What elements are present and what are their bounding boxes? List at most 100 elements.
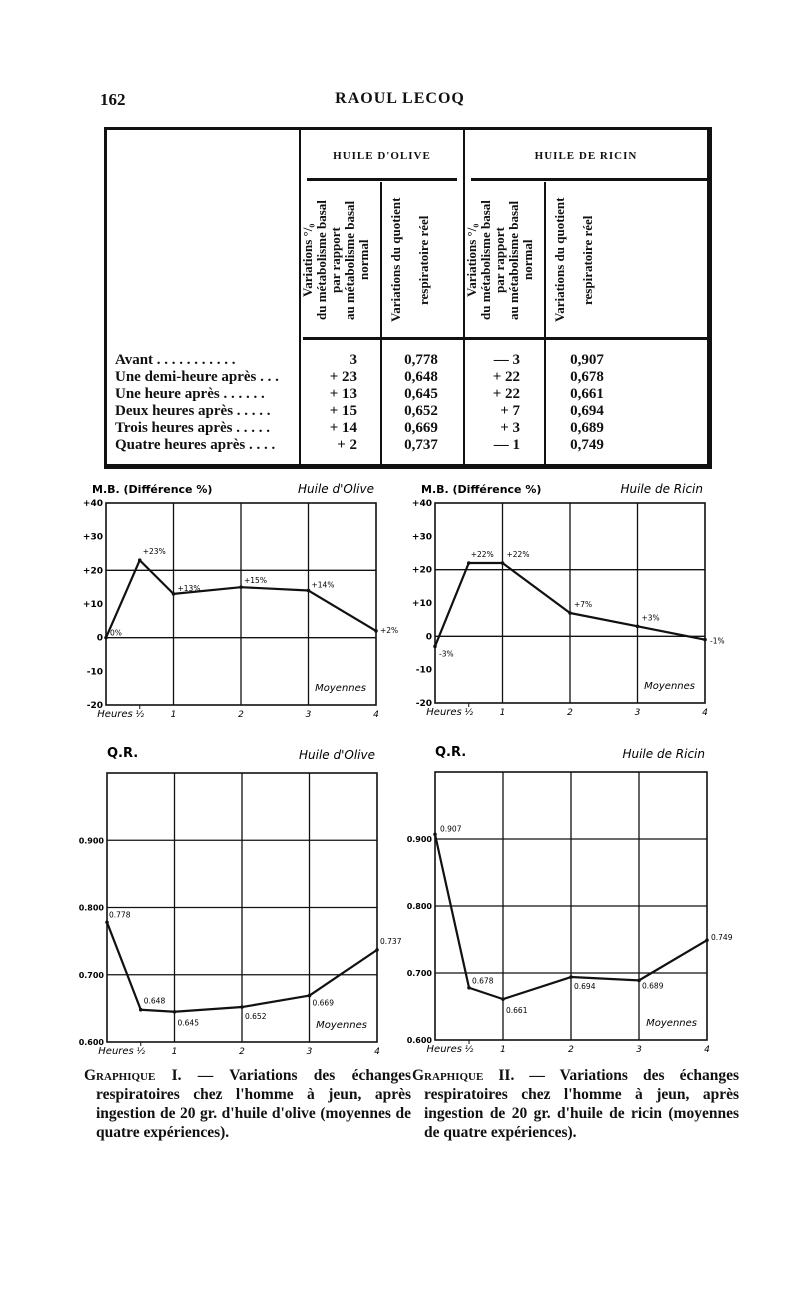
x-tick-label: ½ bbox=[135, 710, 144, 720]
data-label: +3% bbox=[642, 613, 660, 622]
y-tick-label: 0.800 bbox=[79, 904, 105, 913]
x-axis-label: Heures bbox=[98, 1046, 133, 1057]
running-head: RAOUL LECOQ bbox=[335, 90, 465, 107]
y-tick-label: 0.600 bbox=[79, 1038, 105, 1047]
data-point bbox=[500, 561, 505, 565]
data-label: +7% bbox=[574, 600, 592, 609]
column-divider bbox=[544, 182, 546, 464]
y-tick-label: -10 bbox=[416, 666, 432, 676]
table-cell: + 2 bbox=[337, 437, 357, 453]
series-line bbox=[104, 559, 377, 639]
table-cell: + 23 bbox=[329, 369, 357, 385]
y-tick-label: 0.800 bbox=[407, 902, 433, 911]
y-tick-label: +10 bbox=[83, 600, 103, 610]
data-label: 0.645 bbox=[178, 1019, 200, 1028]
data-point bbox=[569, 975, 573, 979]
row-label: Avant . . . . . . . . . . . bbox=[115, 352, 236, 368]
x-tick-label: 2 bbox=[238, 710, 244, 720]
x-tick-label: ½ bbox=[136, 1047, 145, 1057]
series-line bbox=[433, 834, 708, 1001]
header-rule bbox=[307, 178, 457, 181]
table-cell: 0,694 bbox=[570, 403, 604, 419]
table-cell: 0,689 bbox=[570, 420, 604, 436]
chart-title: M.B. (Différence %) bbox=[421, 483, 541, 496]
x-tick-label: 3 bbox=[307, 1047, 313, 1057]
x-tick-label: 3 bbox=[636, 1045, 642, 1055]
row-label: Quatre heures après . . . . bbox=[115, 437, 276, 453]
column-divider bbox=[299, 130, 301, 464]
y-tick-label: -10 bbox=[87, 667, 103, 677]
caption-graphique-1: Graphique I. — Variations des échanges r… bbox=[84, 1066, 411, 1142]
data-label: +22% bbox=[507, 550, 530, 559]
data-point bbox=[375, 948, 379, 952]
data-point bbox=[433, 644, 437, 649]
series-line bbox=[105, 921, 378, 1013]
annotation-moyennes: Moyennes bbox=[315, 683, 366, 694]
data-label: -1% bbox=[710, 637, 725, 646]
annotation-moyennes: Moyennes bbox=[644, 681, 695, 692]
table-cell: 0,737 bbox=[404, 437, 438, 453]
chart-subtitle: Huile d'Olive bbox=[298, 482, 374, 496]
data-label: +15% bbox=[244, 576, 267, 585]
data-point bbox=[705, 938, 709, 942]
data-point bbox=[172, 1009, 177, 1014]
table-cell: 0,749 bbox=[570, 437, 604, 453]
chart-title: Q.R. bbox=[435, 745, 466, 760]
x-tick-label: 2 bbox=[239, 1047, 245, 1057]
annotation-moyennes: Moyennes bbox=[646, 1018, 697, 1029]
data-label: 0.648 bbox=[144, 997, 166, 1006]
y-tick-label: +20 bbox=[412, 566, 432, 576]
caption-graphique-2: Graphique II. — Variations des échanges … bbox=[412, 1066, 739, 1142]
data-label: 0.689 bbox=[642, 981, 664, 990]
table-cell: 0,907 bbox=[570, 352, 604, 368]
header-rule bbox=[471, 178, 707, 181]
data-point bbox=[240, 1005, 244, 1009]
y-tick-label: +40 bbox=[412, 499, 432, 509]
table-cell: 0,661 bbox=[570, 386, 604, 402]
y-tick-label: -20 bbox=[416, 699, 432, 709]
data-point bbox=[703, 637, 707, 642]
row-label: Trois heures après . . . . . bbox=[115, 420, 271, 436]
data-label: 0% bbox=[110, 629, 122, 638]
table-row: Une demi-heure après . . . + 23 0,648 + 22 0… bbox=[115, 369, 703, 386]
x-tick-label: 4 bbox=[374, 1047, 380, 1057]
data-point bbox=[501, 997, 505, 1001]
table-cell: 0,652 bbox=[404, 403, 438, 419]
chart-subtitle: Huile de Ricin bbox=[620, 482, 703, 496]
page-number: 162 bbox=[100, 90, 126, 109]
table-cell: + 15 bbox=[329, 403, 357, 419]
data-label: +13% bbox=[178, 584, 201, 593]
x-tick-label: 1 bbox=[171, 710, 177, 720]
table-cell: + 3 bbox=[500, 420, 520, 436]
data-label: 0.778 bbox=[109, 910, 131, 919]
y-tick-label: 0 bbox=[97, 634, 103, 644]
data-point bbox=[239, 585, 243, 589]
data-label: +23% bbox=[143, 547, 166, 556]
row-label: Deux heures après . . . . . bbox=[115, 403, 271, 419]
chart-title: M.B. (Différence %) bbox=[92, 483, 212, 496]
data-point bbox=[104, 635, 108, 640]
y-tick-label: +30 bbox=[83, 533, 103, 543]
data-label: +14% bbox=[312, 581, 335, 590]
data-point bbox=[307, 993, 312, 998]
y-tick-label: +30 bbox=[412, 532, 432, 542]
x-axis-label: Heures bbox=[426, 707, 461, 718]
x-tick-label: 4 bbox=[702, 708, 708, 718]
data-label: 0.907 bbox=[440, 824, 462, 833]
data-table: HUILE D'OLIVE HUILE DE RICIN Variations … bbox=[104, 127, 712, 469]
table-cell: 0,669 bbox=[404, 420, 438, 436]
series-line bbox=[433, 561, 706, 647]
table-cell: 0,645 bbox=[404, 386, 438, 402]
y-tick-label: 0.600 bbox=[407, 1036, 433, 1045]
y-tick-label: 0.900 bbox=[407, 835, 433, 844]
data-label: -3% bbox=[439, 649, 454, 658]
x-tick-label: 4 bbox=[704, 1045, 710, 1055]
caption-label: Graphique II. bbox=[412, 1067, 515, 1084]
table-cell: 0,678 bbox=[570, 369, 604, 385]
y-tick-label: -20 bbox=[87, 701, 103, 711]
x-tick-label: 2 bbox=[567, 708, 573, 718]
x-tick-label: 1 bbox=[500, 708, 506, 718]
table-cell: + 13 bbox=[329, 386, 357, 402]
data-point bbox=[433, 832, 437, 837]
